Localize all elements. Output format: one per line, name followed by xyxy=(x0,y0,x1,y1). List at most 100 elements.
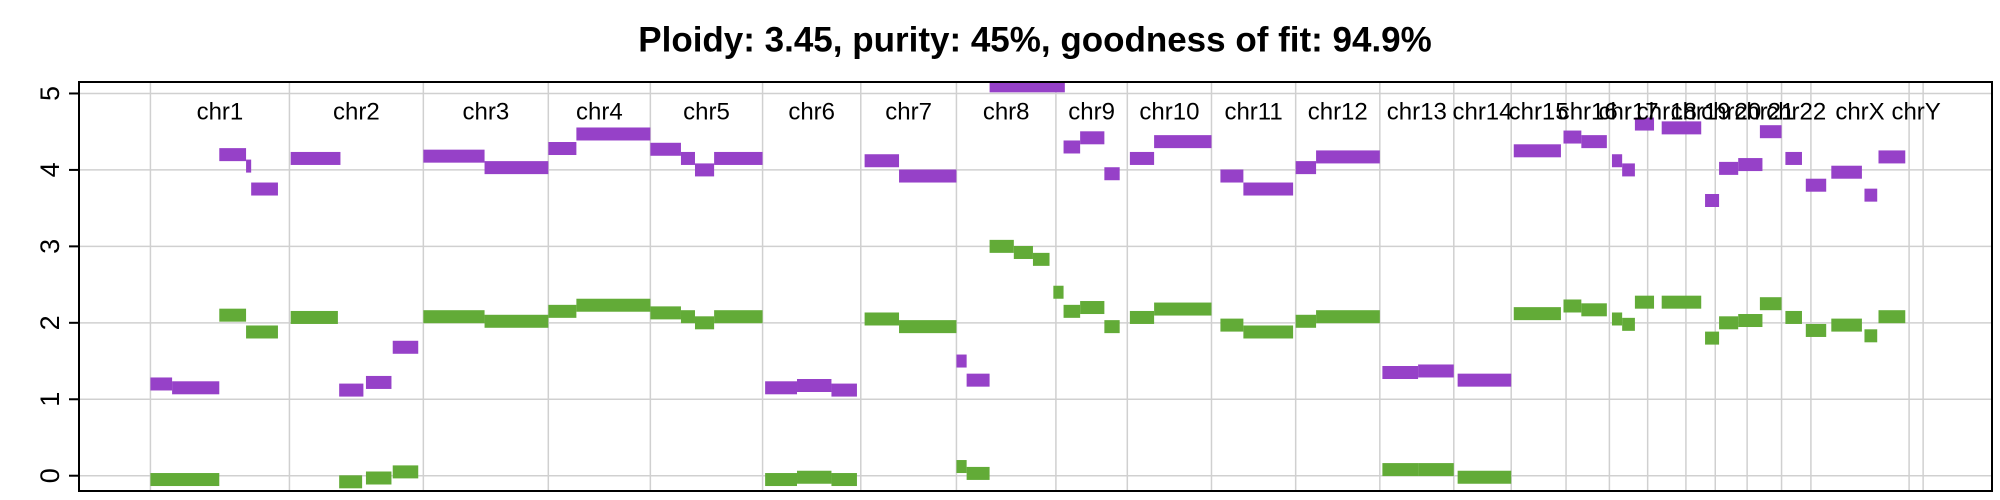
chromosome-label: chr20 xyxy=(1701,98,1761,125)
segment xyxy=(1243,325,1294,339)
segment xyxy=(1661,295,1702,309)
segment xyxy=(797,470,832,484)
segment xyxy=(1457,373,1512,387)
segment xyxy=(365,471,392,485)
segment xyxy=(956,354,967,368)
segment xyxy=(1295,314,1317,328)
segment xyxy=(1611,154,1623,168)
chromosome-label: chr16 xyxy=(1558,98,1618,125)
segment xyxy=(1563,130,1582,144)
segment xyxy=(1805,178,1827,192)
segment xyxy=(1104,167,1120,181)
segment xyxy=(1581,135,1607,149)
segment xyxy=(150,377,173,391)
chromosome-label: chr19 xyxy=(1671,98,1731,125)
segment xyxy=(1243,182,1294,196)
segment xyxy=(1316,150,1380,164)
segment xyxy=(831,383,857,397)
segment xyxy=(864,154,900,168)
segment xyxy=(150,473,220,487)
segment xyxy=(714,151,763,165)
segment xyxy=(1513,307,1561,321)
segment xyxy=(548,142,577,156)
grid xyxy=(79,82,1992,491)
segment xyxy=(339,475,363,489)
segment xyxy=(765,381,798,395)
segment xyxy=(1063,304,1081,318)
chromosome-label: chr10 xyxy=(1139,98,1199,125)
chromosome-label: chr14 xyxy=(1452,98,1512,125)
segment xyxy=(1129,310,1155,324)
chromosome-label: chrX xyxy=(1835,98,1884,125)
segment xyxy=(1759,297,1782,311)
chromosome-label: chrY xyxy=(1891,98,1940,125)
segment xyxy=(1053,285,1064,299)
segment xyxy=(1622,163,1635,177)
y-tick-label: 2 xyxy=(35,315,65,330)
chromosome-label: chr1 xyxy=(197,98,244,125)
segment xyxy=(650,306,681,320)
segment xyxy=(1129,151,1155,165)
segment xyxy=(246,159,252,173)
segment xyxy=(1738,314,1763,328)
labels: 0 1 2 3 4 5 chr1 chr2 chr3 chr4 chr5 chr6 chr7 chr8 ch… xyxy=(35,86,1941,483)
chromosome-label: chr22 xyxy=(1766,98,1826,125)
segment xyxy=(899,320,957,334)
segment xyxy=(1295,161,1317,175)
chromosome-label: chr3 xyxy=(462,98,509,125)
chromosome-label: chr18 xyxy=(1637,98,1697,125)
segment xyxy=(1581,303,1607,317)
chromosome-label: chr21 xyxy=(1734,98,1794,125)
segment xyxy=(251,182,278,196)
chromosome-label: chr13 xyxy=(1387,98,1447,125)
segment xyxy=(423,149,485,163)
chart-title: Ploidy: 3.45, purity: 45%, goodness of f… xyxy=(638,20,1432,59)
segment xyxy=(1705,331,1720,345)
plot-frame xyxy=(78,81,1993,492)
segment xyxy=(765,473,798,487)
segment xyxy=(1220,318,1244,332)
y-tick-label: 0 xyxy=(35,468,65,483)
segment xyxy=(714,310,763,324)
chromosome-label: chr9 xyxy=(1068,98,1115,125)
segment xyxy=(1513,144,1561,158)
segment xyxy=(680,151,695,165)
segment xyxy=(339,383,364,397)
segment xyxy=(1805,323,1827,337)
segment xyxy=(1831,318,1862,332)
segment xyxy=(423,310,485,324)
segment xyxy=(864,312,900,326)
segment xyxy=(1220,169,1244,183)
segment xyxy=(1878,310,1906,324)
segment xyxy=(1154,135,1212,149)
chromosome-label: chr17 xyxy=(1599,98,1659,125)
segment xyxy=(484,314,549,328)
segment xyxy=(576,127,651,141)
segment xyxy=(1418,364,1454,378)
chromosome-label: chr11 xyxy=(1224,98,1282,125)
segment xyxy=(1104,320,1120,334)
chromosome-label: chr4 xyxy=(576,98,623,125)
segment xyxy=(1316,310,1380,324)
segment xyxy=(989,82,1065,93)
segment xyxy=(1785,310,1802,324)
segment xyxy=(548,304,577,318)
segment xyxy=(1154,302,1212,316)
segment xyxy=(680,310,695,324)
segment xyxy=(956,460,967,474)
segment xyxy=(1382,366,1419,380)
segment xyxy=(1563,299,1582,313)
segment xyxy=(1864,188,1878,202)
segment xyxy=(219,148,247,162)
segment xyxy=(1878,150,1906,164)
segment xyxy=(1705,193,1720,207)
chromosome-label: chr5 xyxy=(683,98,730,125)
y-tick-label: 1 xyxy=(35,392,65,407)
segment xyxy=(1080,301,1105,315)
segment xyxy=(966,466,990,480)
segment xyxy=(1831,165,1862,179)
segment xyxy=(694,163,715,177)
segment xyxy=(1382,463,1419,477)
